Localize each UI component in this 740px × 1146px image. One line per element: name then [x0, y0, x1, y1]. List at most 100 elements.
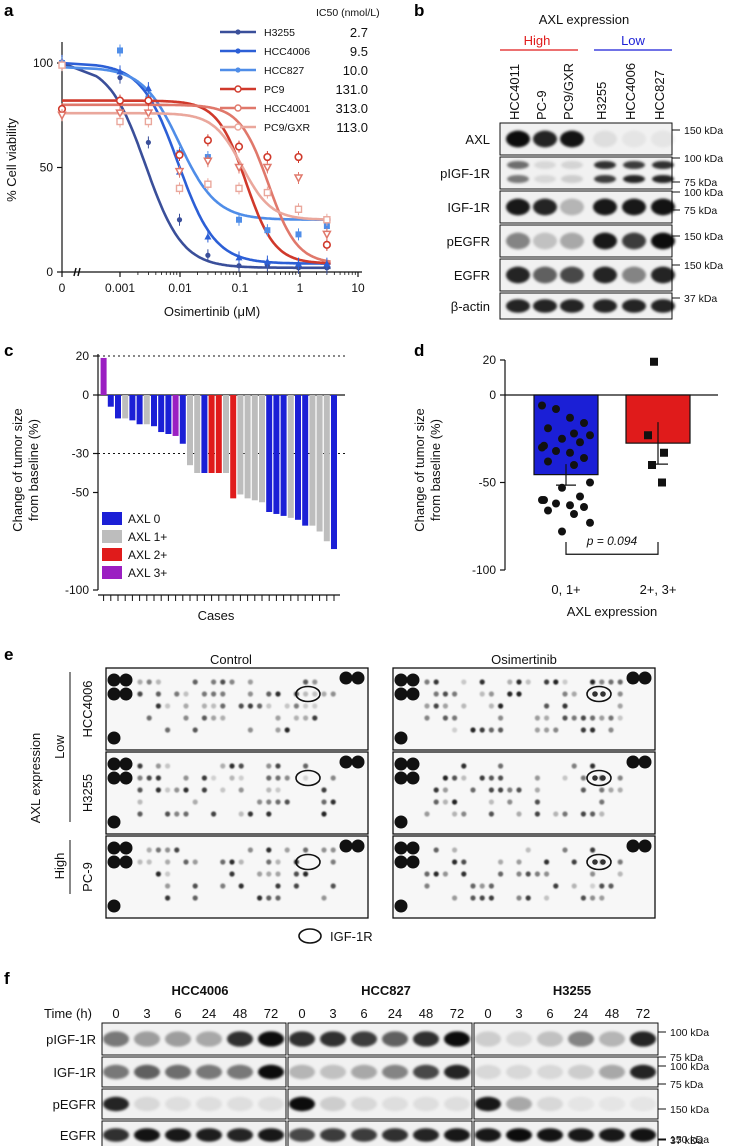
panel-b-marker-label: 100 kDa — [684, 187, 723, 199]
panel-e-spot — [192, 727, 198, 733]
panel-f-marker-label: 150 kDa — [670, 1104, 709, 1116]
panel-e-spot — [155, 763, 161, 769]
panel-e-spot — [284, 703, 290, 709]
panel-c-bar — [230, 395, 237, 499]
panel-e-igf1r-spot — [592, 691, 598, 697]
panel-e-reference-spot — [394, 815, 408, 829]
panel-d-point — [586, 431, 594, 440]
panel-e-spot — [238, 775, 244, 781]
panel-a-x-tick-label: 10 — [351, 281, 365, 295]
panel-f-band — [382, 1064, 408, 1080]
panel-e-spot — [498, 763, 504, 769]
panel-f-band — [382, 1031, 408, 1047]
panel-e-reference-spot — [394, 673, 408, 687]
panel-f-band — [475, 1128, 501, 1142]
panel-e-spot — [321, 895, 327, 901]
panel-e-spot — [544, 871, 550, 877]
panel-f-time-point: 0 — [112, 1006, 119, 1021]
panel-e-spot — [590, 883, 596, 889]
panel-e-spot — [498, 787, 504, 793]
panel-d-point — [552, 405, 560, 413]
panel-b-band — [560, 232, 584, 250]
panel-f-cell-title: H3255 — [553, 983, 591, 998]
panel-a-point — [144, 117, 153, 126]
panel-e-reference-spot — [119, 771, 133, 785]
panel-e-spot — [608, 727, 614, 733]
panel-d-bar-scatter-chart: Change of tumor sizefrom baseline (%) AX… — [412, 353, 718, 619]
panel-f-time-point: 0 — [298, 1006, 305, 1021]
panel-a-point — [294, 152, 303, 162]
panel-f-band — [630, 1128, 656, 1142]
panel-a-point — [236, 216, 242, 223]
panel-e-spot — [257, 895, 263, 901]
panel-e-spot — [424, 811, 430, 817]
panel-e-spot — [507, 691, 513, 697]
panel-e-spot — [424, 703, 430, 709]
panel-e-spot — [220, 763, 226, 769]
panel-e-reference-spot — [119, 673, 133, 687]
panel-c-legend-swatch — [102, 566, 122, 579]
panel-e-spot — [266, 691, 272, 697]
panel-b-band — [533, 232, 557, 250]
panel-e-spot — [284, 727, 290, 733]
panel-e-spot — [165, 787, 171, 793]
panel-f-blot-frame — [287, 1056, 473, 1088]
panel-e-reference-spot — [394, 687, 408, 701]
panel-e-spot — [293, 715, 299, 721]
panel-c-bar — [331, 395, 337, 550]
panel-b-band — [560, 299, 584, 313]
panel-f-time-point: 72 — [636, 1006, 650, 1021]
panel-e-spot — [284, 847, 290, 853]
panel-d-significance-bracket — [565, 542, 659, 555]
panel-e-spot — [599, 811, 605, 817]
panel-e-igf1r-ellipse — [586, 853, 612, 871]
panel-f-row-label: IGF-1R — [53, 1065, 96, 1080]
panel-f-time-point: 24 — [388, 1006, 402, 1021]
panel-e-spot — [571, 715, 577, 721]
panel-e-spot — [452, 811, 458, 817]
panel-d-point — [538, 443, 546, 452]
panel-b-band — [651, 198, 675, 216]
panel-e-spot — [257, 703, 263, 709]
panel-e-reference-spot — [107, 673, 121, 687]
panel-d-point — [580, 503, 588, 511]
panel-e-membrane-frame — [105, 751, 369, 835]
panel-c-ylabel: Change of tumor sizefrom baseline (%) — [10, 408, 41, 532]
panel-e-spot — [229, 871, 235, 877]
panel-b-lane-label: HCC4006 — [623, 63, 638, 120]
panel-d-point — [576, 438, 584, 447]
panel-f-marker-label: 75 kDa — [670, 1079, 703, 1091]
panel-e-spot — [488, 895, 494, 901]
panel-e-spot — [544, 715, 550, 721]
panel-e-spot — [266, 811, 272, 817]
panel-f-blot-row-IGF-1R: IGF-1R 100 kDa 75 kDa — [53, 1056, 709, 1091]
panel-e-spot — [201, 787, 207, 793]
panel-e-spot — [284, 799, 290, 805]
panel-f-time-point: 6 — [174, 1006, 181, 1021]
panel-e-spot — [617, 715, 623, 721]
panel-f-band — [103, 1031, 129, 1047]
panel-e-spot — [433, 691, 439, 697]
panel-e-array-membrane — [105, 751, 369, 835]
panel-e-spot — [238, 703, 244, 709]
panel-b-band — [506, 232, 530, 250]
panel-f-band — [568, 1096, 594, 1112]
panel-e-spot — [201, 703, 207, 709]
panel-e-spot — [266, 763, 272, 769]
panel-e-spot — [137, 679, 143, 685]
panel-e-spot — [461, 763, 467, 769]
panel-d-y-tick-label: -100 — [472, 563, 496, 577]
panel-e-reference-spot — [107, 687, 121, 701]
panel-e-spot — [155, 847, 161, 853]
panel-e-igf1r-ellipse — [295, 685, 321, 703]
panel-d-point — [586, 518, 594, 527]
panel-f-band — [320, 1128, 346, 1142]
panel-e-spot — [266, 871, 272, 877]
panel-f-band — [568, 1064, 594, 1080]
panel-b-lane-label: HCC4011 — [507, 64, 522, 120]
panel-e-spot — [266, 799, 272, 805]
panel-a-y-tick-label: 100 — [33, 56, 53, 70]
panel-f-time-point: 6 — [360, 1006, 367, 1021]
panel-b-lane-label: PC-9 — [534, 90, 549, 120]
panel-a-point — [116, 67, 124, 75]
